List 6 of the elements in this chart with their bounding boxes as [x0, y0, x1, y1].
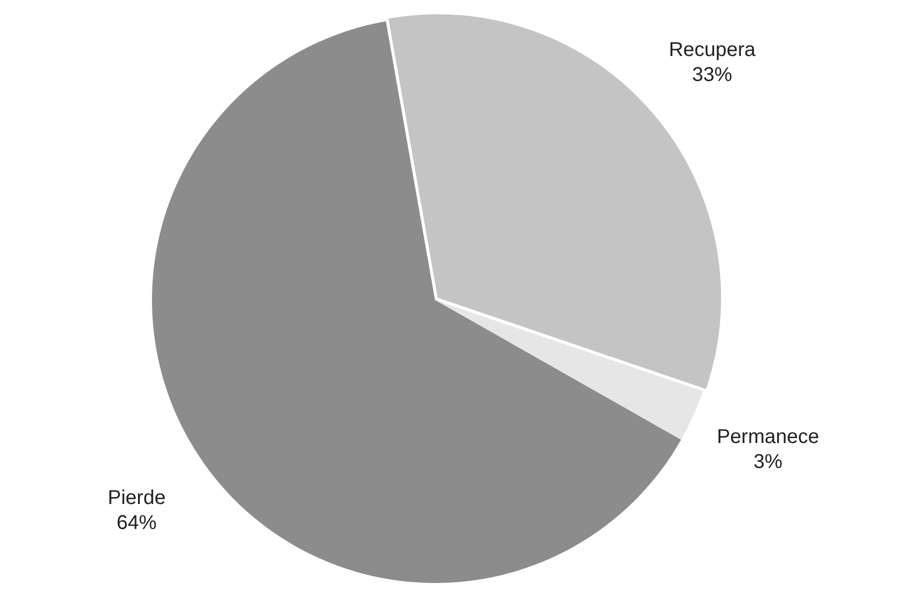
- slice-label: Permanece: [716, 426, 820, 448]
- slice-label: Pierde: [108, 486, 166, 509]
- data-label: 64%: [116, 512, 157, 534]
- data-label: 3%: [754, 451, 783, 474]
- data-label: 33%: [692, 64, 732, 86]
- slice-label: Recupera: [668, 38, 756, 61]
